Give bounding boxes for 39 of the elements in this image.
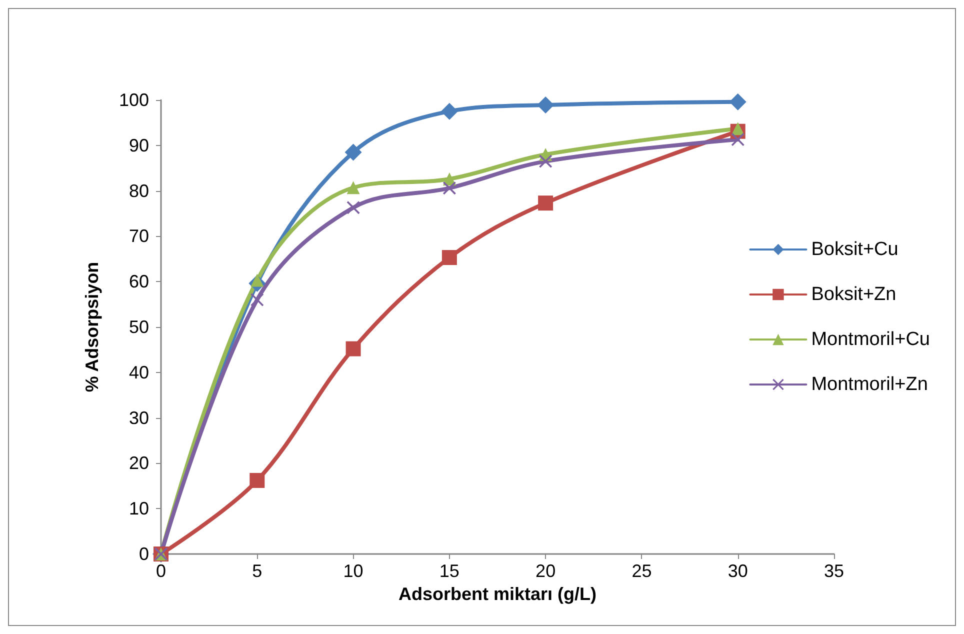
point (731, 133, 744, 146)
point (539, 154, 552, 168)
y-tick-label: 60 (128, 272, 149, 292)
y-tick-label: 70 (128, 226, 149, 246)
y-tick-label: 0 (138, 544, 149, 564)
x-tick-label: 25 (632, 561, 652, 581)
point (250, 472, 265, 488)
point (538, 196, 554, 211)
y-tick-label: 50 (128, 317, 149, 337)
legend-label: Montmoril+Zn (811, 374, 928, 395)
point (729, 93, 746, 110)
x-tick-label: 20 (536, 561, 556, 581)
y-tick-label: 30 (128, 408, 149, 428)
y-tick-label: 10 (128, 498, 149, 519)
y-tick-label: 40 (128, 362, 149, 382)
legend-label: Boksit+Zn (811, 284, 896, 305)
point (442, 182, 456, 195)
legend-label: Boksit+Cu (811, 239, 898, 260)
y-tick-label: 20 (128, 453, 149, 474)
point (346, 341, 361, 356)
y-axis-title: % Adsorpsiyon (82, 262, 102, 392)
x-tick-label: 15 (439, 561, 460, 581)
point (440, 102, 458, 120)
x-tick-label: 35 (824, 561, 844, 581)
x-axis-title: Adsorbent miktarı (g/L) (398, 584, 597, 604)
y-tick-label: 100 (118, 90, 149, 110)
x-tick-label: 0 (156, 561, 166, 581)
point (537, 96, 554, 114)
point (346, 181, 360, 194)
y-tick-label: 80 (128, 180, 149, 201)
point (442, 250, 457, 266)
legend-label: Montmoril+Cu (811, 329, 930, 350)
y-tick-label: 90 (128, 135, 149, 156)
x-tick-label: 5 (252, 561, 262, 581)
x-tick-label: 30 (728, 561, 748, 581)
x-tick-label: 10 (343, 561, 364, 581)
point (346, 201, 360, 214)
point (250, 293, 264, 306)
point (344, 144, 362, 161)
